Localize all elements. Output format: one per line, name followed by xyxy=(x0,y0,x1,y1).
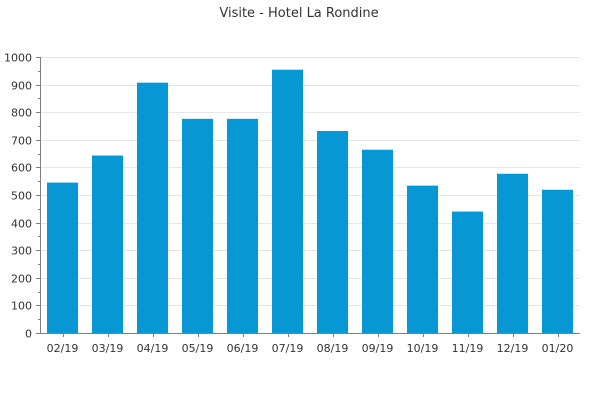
bar-11-19 xyxy=(451,211,484,333)
bar-05-19 xyxy=(181,118,214,333)
x-tick-label: 09/19 xyxy=(362,342,394,355)
x-tick-label: 03/19 xyxy=(92,342,124,355)
bar-07-19 xyxy=(271,69,304,333)
y-tick-label: 900 xyxy=(11,80,32,93)
x-tick-label: 04/19 xyxy=(137,342,169,355)
y-tick-label: 300 xyxy=(11,245,32,258)
x-tick-label: 06/19 xyxy=(227,342,259,355)
y-tick-label: 100 xyxy=(11,300,32,313)
axes xyxy=(40,57,580,334)
x-tick-label: 02/19 xyxy=(47,342,79,355)
bar-06-19 xyxy=(226,118,259,333)
y-tick-label: 1000 xyxy=(4,52,32,65)
x-tick-label: 10/19 xyxy=(407,342,439,355)
x-tick-label: 07/19 xyxy=(272,342,304,355)
bar-12-19 xyxy=(496,173,529,333)
bar-03-19 xyxy=(91,155,124,333)
y-tick-label: 400 xyxy=(11,218,32,231)
bar-02-19 xyxy=(46,182,79,333)
x-tick-label: 11/19 xyxy=(452,342,484,355)
y-tick-label: 700 xyxy=(11,135,32,148)
y-tick-label: 600 xyxy=(11,162,32,175)
x-tick-label: 01/20 xyxy=(542,342,574,355)
bars xyxy=(46,69,574,333)
y-tick-label: 0 xyxy=(25,328,32,341)
x-tick-label: 05/19 xyxy=(182,342,214,355)
y-tick-label: 500 xyxy=(11,190,32,203)
x-tick-label: 08/19 xyxy=(317,342,349,355)
x-axis-ticks: 02/19 03/19 04/19 05/19 06/19 07/19 08/19 09/19… xyxy=(47,333,574,355)
bar-10-19 xyxy=(406,185,439,333)
grid-lines xyxy=(40,57,580,306)
y-tick-label: 200 xyxy=(11,273,32,286)
x-tick-label: 12/19 xyxy=(497,342,529,355)
chart-title: Visite - Hotel La Rondine xyxy=(219,6,378,21)
bar-09-19 xyxy=(361,149,394,333)
y-axis-ticks: 0 100 200 300 400 500 600 700 800 900 1000 xyxy=(4,52,40,341)
bar-08-19 xyxy=(316,130,349,333)
bar-01-20 xyxy=(541,189,574,333)
y-tick-label: 800 xyxy=(11,107,32,120)
bar-04-19 xyxy=(136,82,169,333)
